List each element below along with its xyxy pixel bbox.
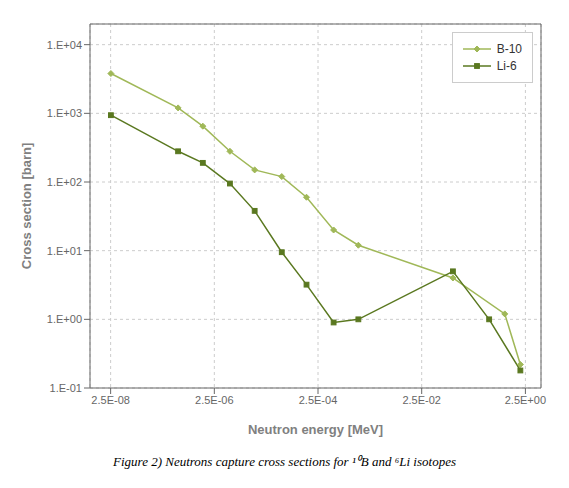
svg-text:1.E+03: 1.E+03: [47, 107, 82, 119]
svg-text:2.5E+00: 2.5E+00: [505, 394, 546, 406]
svg-text:2.5E-06: 2.5E-06: [195, 394, 234, 406]
svg-text:1.E+01: 1.E+01: [47, 245, 82, 257]
svg-text:1.E-01: 1.E-01: [50, 382, 82, 394]
svg-text:Cross section [barn]: Cross section [barn]: [19, 143, 34, 269]
svg-text:2.5E-04: 2.5E-04: [299, 394, 338, 406]
svg-text:1.E+04: 1.E+04: [47, 39, 82, 51]
svg-text:2.5E-08: 2.5E-08: [91, 394, 130, 406]
svg-text:2.5E-02: 2.5E-02: [402, 394, 441, 406]
html-text:B-10: B-10: [496, 42, 522, 56]
html-text:Li-6: Li-6: [496, 59, 517, 73]
svg-text:1.E+02: 1.E+02: [47, 176, 82, 188]
svg-text:1.E+00: 1.E+00: [47, 313, 82, 325]
svg-text:Neutron energy [MeV]: Neutron energy [MeV]: [248, 422, 383, 437]
html-text:Figure 2) Neutrons capture cro: Figure 2) Neutrons capture cross section…: [113, 454, 456, 469]
